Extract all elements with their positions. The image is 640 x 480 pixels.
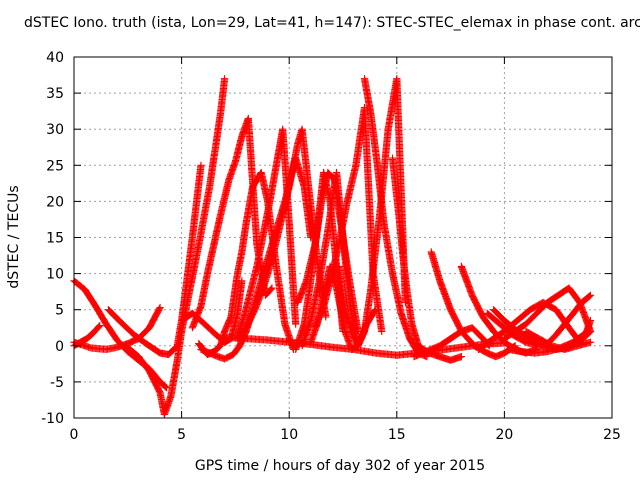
data-series-18 xyxy=(360,75,431,361)
y-tick-label: 35 xyxy=(46,86,64,102)
x-tick-label: 25 xyxy=(603,427,621,443)
data-series-21 xyxy=(410,324,493,361)
y-tick-label: 0 xyxy=(55,339,64,355)
y-axis-title: dSTEC / TECUs xyxy=(6,185,22,288)
series-markers xyxy=(197,154,315,363)
series-markers xyxy=(335,75,409,350)
data-series-5 xyxy=(122,75,229,418)
x-tick-label: 5 xyxy=(177,427,186,443)
data-series-19 xyxy=(388,154,465,364)
data-series-17 xyxy=(335,75,409,350)
y-tick-label: -10 xyxy=(41,411,64,427)
y-tick-label: 15 xyxy=(46,231,64,247)
y-tick-label: 40 xyxy=(46,50,64,66)
data-series-24 xyxy=(475,298,584,353)
chart-title: dSTEC Iono. truth (ista, Lon=29, Lat=41,… xyxy=(24,15,640,31)
y-tick-label: 10 xyxy=(46,267,64,283)
series-markers xyxy=(311,103,386,335)
series-markers xyxy=(122,75,229,418)
y-tick-label: 20 xyxy=(46,194,64,210)
series-markers xyxy=(195,168,298,359)
series-markers xyxy=(522,327,595,353)
x-tick-label: 20 xyxy=(495,427,513,443)
series-markers xyxy=(388,154,465,364)
y-tick-label: 30 xyxy=(46,122,64,138)
data-series-29 xyxy=(522,327,595,353)
x-tick-label: 0 xyxy=(70,427,79,443)
series-markers xyxy=(360,75,431,361)
axis-ticks xyxy=(73,56,613,419)
data-series-11 xyxy=(197,154,315,363)
x-axis-title: GPS time / hours of day 302 of year 2015 xyxy=(195,458,485,474)
y-tick-label: 25 xyxy=(46,158,64,174)
series-markers xyxy=(427,248,519,361)
x-tick-label: 10 xyxy=(280,427,298,443)
data-series-22 xyxy=(427,248,519,361)
tick-labels: 0 5 10 15 20 25 -10 -5 0 5 10 15 20 25 30 35 40 xyxy=(41,50,621,443)
y-tick-label: 5 xyxy=(55,303,64,319)
series-markers xyxy=(475,298,584,353)
data-series-16 xyxy=(311,103,386,335)
series-markers xyxy=(410,324,493,361)
data-series xyxy=(70,75,595,418)
data-series-7 xyxy=(195,168,298,359)
x-tick-label: 15 xyxy=(388,427,406,443)
y-tick-label: -5 xyxy=(50,375,64,391)
grid-lines xyxy=(74,57,612,418)
